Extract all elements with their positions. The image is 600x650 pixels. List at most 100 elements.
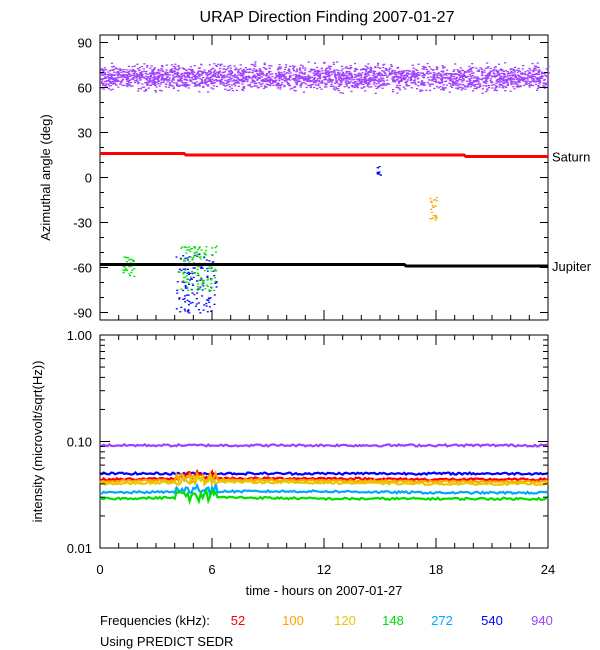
data-point bbox=[102, 84, 105, 86]
data-point bbox=[233, 79, 236, 81]
data-point bbox=[284, 79, 287, 81]
data-point bbox=[276, 87, 279, 89]
data-point bbox=[307, 74, 310, 76]
data-point bbox=[471, 83, 474, 85]
data-point bbox=[429, 85, 432, 87]
data-point bbox=[340, 83, 343, 85]
data-point bbox=[368, 78, 371, 80]
data-point bbox=[213, 289, 216, 292]
data-point bbox=[253, 75, 256, 77]
data-point bbox=[296, 75, 299, 77]
data-point bbox=[520, 78, 523, 80]
data-point bbox=[380, 73, 383, 75]
data-point bbox=[230, 87, 234, 89]
data-point bbox=[406, 75, 409, 77]
data-point bbox=[321, 72, 324, 74]
data-point bbox=[208, 80, 211, 82]
data-point bbox=[200, 266, 203, 268]
data-point bbox=[188, 304, 190, 306]
data-point bbox=[261, 72, 264, 74]
data-point bbox=[283, 75, 286, 77]
data-point bbox=[242, 86, 245, 88]
data-point bbox=[214, 73, 217, 75]
data-point bbox=[545, 68, 548, 70]
data-point bbox=[285, 78, 288, 80]
data-point bbox=[388, 73, 391, 75]
y-tick-label: 0 bbox=[85, 171, 92, 186]
data-point bbox=[423, 84, 427, 86]
data-point bbox=[199, 78, 202, 80]
data-point bbox=[181, 281, 184, 283]
x-tick-label: 24 bbox=[541, 562, 555, 577]
data-point bbox=[392, 77, 396, 79]
data-point bbox=[433, 72, 436, 74]
data-point bbox=[152, 78, 155, 80]
data-point bbox=[135, 76, 139, 78]
data-point bbox=[462, 79, 465, 81]
data-point bbox=[537, 71, 540, 74]
data-point bbox=[373, 81, 376, 84]
data-point bbox=[313, 62, 317, 64]
data-point bbox=[180, 258, 183, 260]
data-point bbox=[325, 78, 328, 81]
data-point bbox=[271, 80, 275, 82]
data-point bbox=[528, 84, 531, 87]
data-point bbox=[178, 271, 181, 273]
data-point bbox=[499, 69, 502, 71]
data-point bbox=[188, 279, 191, 281]
data-point bbox=[101, 80, 104, 82]
data-point bbox=[330, 83, 333, 85]
data-point bbox=[330, 73, 334, 75]
data-point bbox=[347, 82, 350, 84]
data-point bbox=[298, 76, 301, 78]
data-point bbox=[150, 65, 153, 67]
data-point bbox=[182, 268, 185, 270]
data-point bbox=[506, 82, 509, 84]
data-point bbox=[235, 89, 238, 91]
data-point bbox=[471, 75, 474, 77]
data-point bbox=[195, 298, 198, 300]
data-point bbox=[390, 72, 393, 74]
data-point bbox=[473, 87, 476, 90]
data-point bbox=[522, 84, 526, 87]
data-point bbox=[178, 77, 181, 79]
data-point bbox=[448, 82, 451, 84]
data-point bbox=[111, 88, 114, 90]
data-point bbox=[519, 85, 522, 88]
data-point bbox=[445, 72, 448, 74]
data-point bbox=[104, 85, 107, 87]
data-point bbox=[315, 80, 318, 82]
data-point bbox=[329, 85, 332, 87]
data-point bbox=[154, 76, 158, 78]
data-point bbox=[351, 75, 354, 77]
data-point bbox=[495, 82, 498, 84]
data-point bbox=[144, 75, 147, 77]
data-point bbox=[396, 86, 399, 88]
data-point bbox=[350, 74, 353, 76]
data-point bbox=[136, 74, 139, 76]
data-point bbox=[191, 258, 194, 260]
data-point bbox=[378, 86, 381, 88]
data-point bbox=[344, 67, 347, 69]
data-point bbox=[378, 78, 381, 80]
data-point bbox=[342, 79, 345, 81]
data-point bbox=[206, 267, 209, 270]
data-point bbox=[477, 79, 480, 81]
data-point bbox=[161, 78, 164, 81]
data-point bbox=[268, 78, 271, 81]
data-point bbox=[398, 81, 401, 83]
data-point bbox=[337, 73, 340, 75]
data-point bbox=[168, 74, 172, 76]
data-point bbox=[157, 75, 160, 77]
data-point bbox=[215, 286, 218, 288]
data-point bbox=[283, 84, 286, 87]
data-point bbox=[261, 83, 264, 85]
data-point bbox=[228, 76, 232, 78]
data-point bbox=[328, 71, 331, 74]
data-point bbox=[261, 80, 264, 83]
data-point bbox=[346, 80, 349, 82]
data-point bbox=[460, 74, 464, 76]
data-point bbox=[140, 74, 143, 76]
data-point bbox=[200, 278, 203, 280]
data-point bbox=[141, 73, 144, 76]
